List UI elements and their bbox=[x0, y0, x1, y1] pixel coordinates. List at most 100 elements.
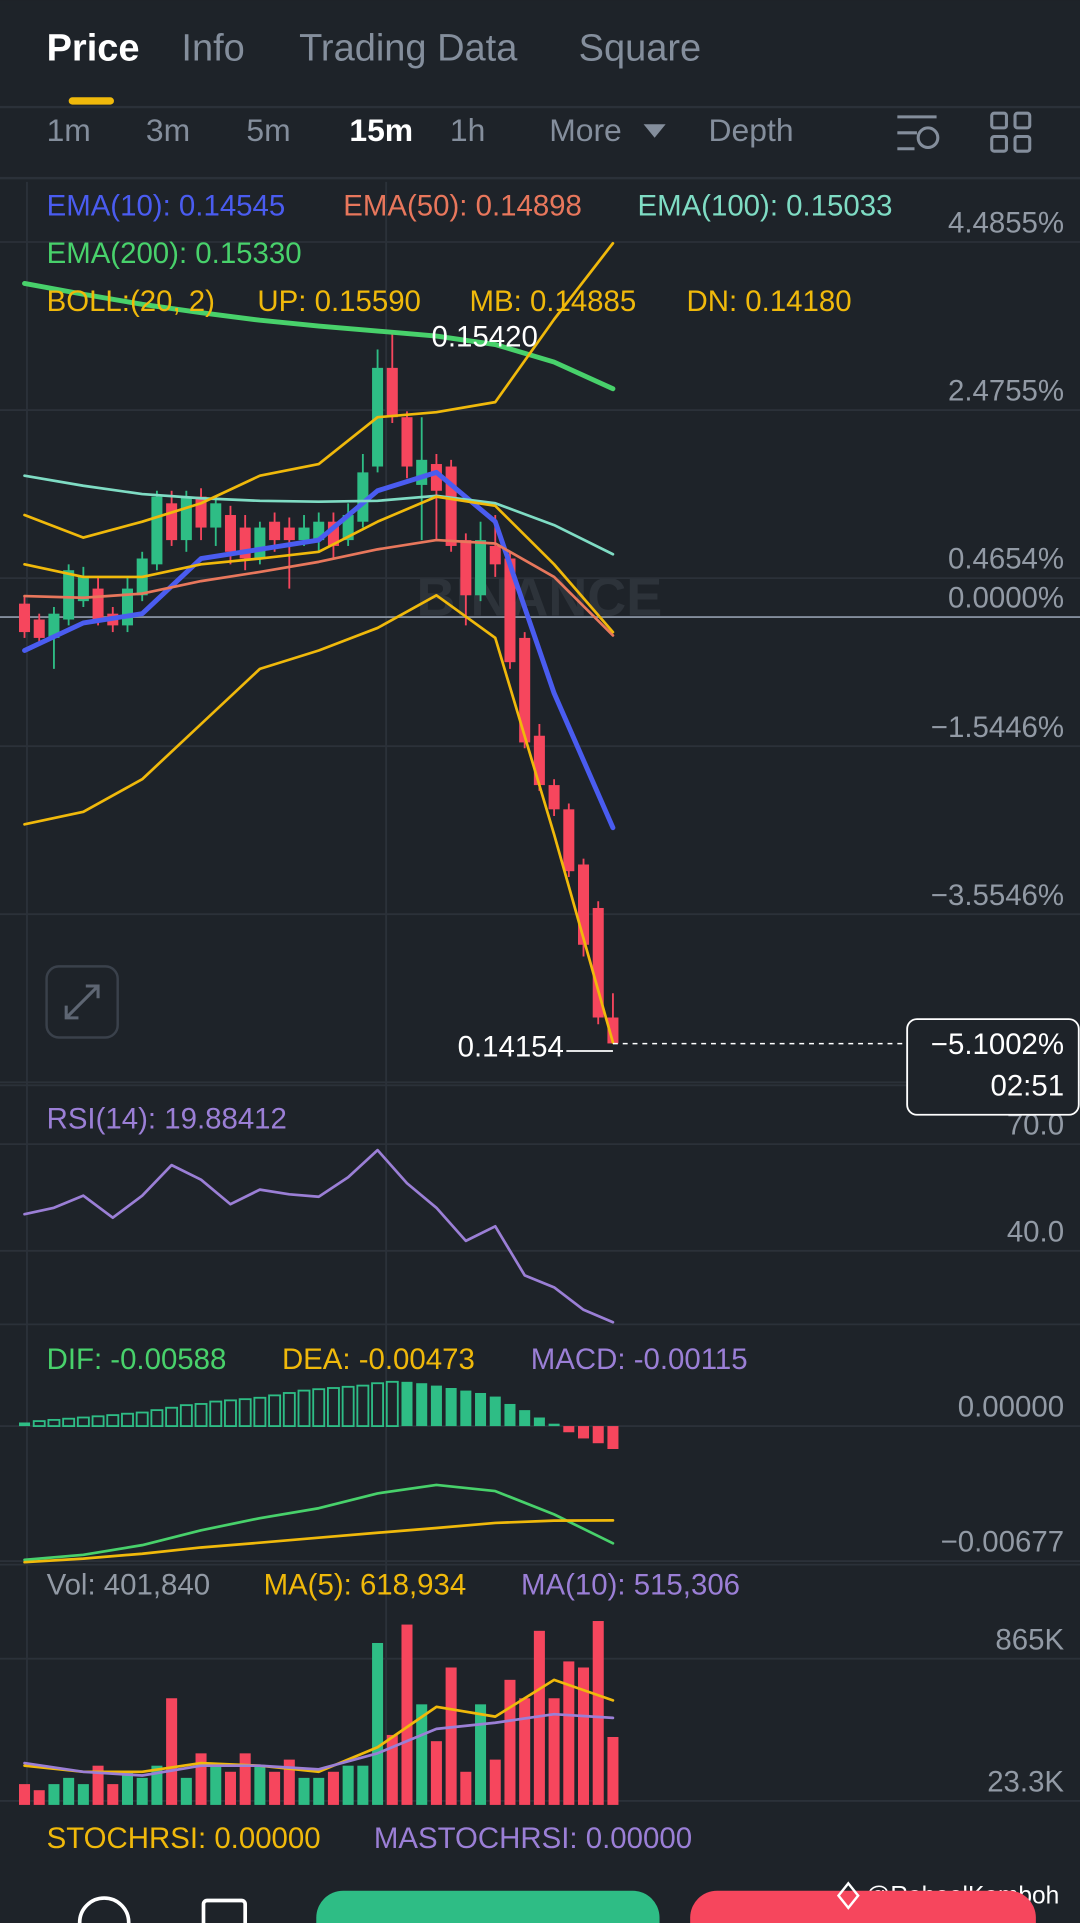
macd-bar bbox=[135, 1411, 149, 1427]
tab[interactable]: Square bbox=[579, 28, 702, 70]
legend-entry: MA(10): 515,306 bbox=[521, 1568, 740, 1601]
volume-bar bbox=[489, 1759, 501, 1805]
series-line bbox=[23, 1678, 615, 1774]
volume-bar bbox=[327, 1771, 339, 1805]
macd-bar bbox=[356, 1384, 370, 1427]
candle-body bbox=[445, 466, 457, 546]
volume-bar bbox=[313, 1777, 325, 1805]
candle-body bbox=[77, 576, 89, 602]
macd-bar bbox=[253, 1396, 267, 1427]
last-change: −5.1002% bbox=[931, 1028, 1064, 1061]
volume-bar bbox=[269, 1771, 281, 1805]
interval[interactable]: 5m bbox=[246, 112, 290, 148]
legend-entry: Vol: 401,840 bbox=[47, 1568, 211, 1601]
y-tick-label: 2.4755% bbox=[948, 375, 1064, 408]
candle-body bbox=[504, 558, 516, 663]
tab[interactable]: Price bbox=[47, 28, 140, 70]
legend-entry: MA(5): 618,934 bbox=[264, 1568, 467, 1601]
tab-indicator bbox=[68, 97, 115, 105]
volume-bar bbox=[63, 1777, 75, 1805]
macd-bar bbox=[460, 1390, 472, 1427]
candle-body bbox=[92, 588, 104, 620]
legend-entry: RSI(14): 19.88412 bbox=[47, 1103, 287, 1136]
volume-bar bbox=[548, 1698, 560, 1805]
interval[interactable]: More bbox=[549, 112, 622, 148]
candle-body bbox=[239, 527, 251, 559]
interval[interactable]: 1h bbox=[450, 112, 485, 148]
volume-bar bbox=[342, 1765, 354, 1805]
settings-icon[interactable] bbox=[897, 115, 940, 151]
tab[interactable]: Info bbox=[181, 28, 244, 70]
legend-label: BOLL:(20, 2) bbox=[47, 285, 215, 318]
interval[interactable]: 1m bbox=[47, 112, 91, 148]
legend-entry: DN: 0.14180 bbox=[686, 285, 851, 318]
candle-body bbox=[313, 521, 325, 541]
series-line bbox=[22, 469, 616, 831]
candle-body bbox=[475, 540, 487, 596]
candle-body bbox=[386, 367, 398, 418]
series-line bbox=[23, 1148, 615, 1324]
macd-bar bbox=[578, 1426, 590, 1439]
volume-bar bbox=[519, 1698, 531, 1805]
y-tick-label: −0.00677 bbox=[941, 1526, 1064, 1559]
series-line bbox=[22, 281, 616, 392]
candle-body bbox=[33, 619, 45, 638]
candle-body bbox=[224, 515, 236, 552]
candle-body bbox=[578, 864, 590, 945]
series-line bbox=[23, 474, 615, 556]
macd-bar bbox=[121, 1412, 134, 1427]
legend-entry: EMA(50): 0.14898 bbox=[343, 189, 582, 222]
volume-bar bbox=[445, 1667, 457, 1805]
candle-body bbox=[327, 521, 339, 546]
legend-entry: DEA: -0.00473 bbox=[282, 1343, 475, 1376]
interval[interactable]: Depth bbox=[709, 112, 794, 148]
volume-bar bbox=[166, 1698, 178, 1805]
candle-body bbox=[460, 540, 472, 596]
tab[interactable]: Trading Data bbox=[299, 28, 518, 70]
candle-body bbox=[195, 496, 207, 528]
macd-bar bbox=[385, 1380, 399, 1427]
low-price-label: 0.14154 bbox=[458, 1030, 564, 1063]
macd-bar bbox=[371, 1382, 385, 1427]
candle-body bbox=[401, 417, 413, 467]
macd-bar bbox=[445, 1388, 457, 1427]
volume-bar bbox=[121, 1771, 134, 1805]
candle-body bbox=[592, 907, 604, 1018]
candle-body bbox=[416, 459, 428, 485]
candle-body bbox=[357, 472, 369, 522]
macd-bar bbox=[179, 1404, 193, 1427]
layout-icon[interactable] bbox=[990, 111, 1032, 153]
candle-body bbox=[489, 545, 501, 565]
candle-body bbox=[63, 570, 75, 620]
nav-icon[interactable] bbox=[201, 1898, 248, 1923]
volume-bar bbox=[475, 1704, 487, 1805]
macd-bar bbox=[238, 1398, 252, 1427]
volume-bar bbox=[77, 1784, 89, 1805]
volume-bar bbox=[401, 1624, 413, 1805]
macd-bar bbox=[19, 1422, 31, 1427]
sell-button[interactable] bbox=[690, 1890, 1036, 1923]
series-line bbox=[23, 495, 615, 634]
expand-button[interactable] bbox=[45, 965, 119, 1039]
volume-bar bbox=[224, 1771, 236, 1805]
indicator-label: MASTOCHRSI: 0.00000 bbox=[374, 1822, 692, 1855]
candle-body bbox=[563, 809, 575, 872]
plot-layer bbox=[19, 241, 619, 1805]
buy-button[interactable] bbox=[316, 1890, 660, 1923]
high-price-label: 0.15420 bbox=[432, 321, 538, 354]
series-line bbox=[23, 1519, 615, 1564]
interval[interactable]: 3m bbox=[146, 112, 190, 148]
macd-bar bbox=[76, 1416, 90, 1427]
macd-bar bbox=[297, 1389, 311, 1427]
overlay-layer: Price Info Trading Data Square 1m 3m 5m 15m 1h Mo… bbox=[47, 28, 1080, 1909]
volume-bar bbox=[372, 1642, 384, 1805]
interval[interactable]: 15m bbox=[349, 112, 413, 148]
legend-entry: EMA(200): 0.15330 bbox=[47, 237, 302, 270]
volume-bar bbox=[592, 1621, 604, 1805]
candle-body bbox=[254, 527, 266, 559]
macd-bar bbox=[327, 1387, 340, 1427]
macd-bar bbox=[209, 1400, 223, 1427]
candle-body bbox=[269, 521, 281, 541]
y-tick-label: −1.5446% bbox=[931, 711, 1064, 744]
volume-bar bbox=[460, 1771, 472, 1805]
